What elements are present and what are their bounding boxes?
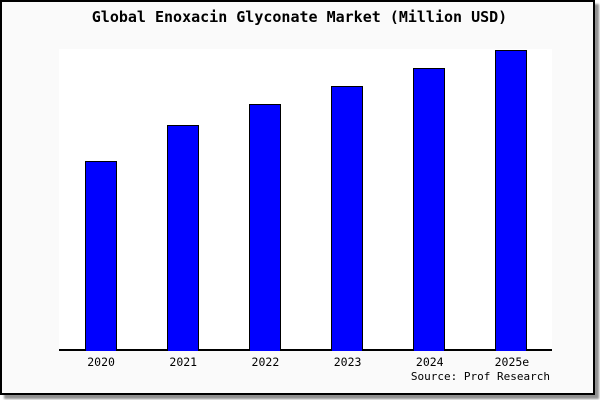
x-tick-label-2021: 2021 <box>169 355 198 369</box>
plot-area <box>59 49 552 351</box>
x-tick-label-2020: 2020 <box>87 355 115 369</box>
x-axis-line <box>59 349 552 351</box>
x-tick-label-2025e: 2025e <box>494 355 530 369</box>
x-tick-label-2023: 2023 <box>333 355 362 369</box>
source-note: Source: Prof Research <box>410 370 550 383</box>
bar-2025e <box>495 50 528 351</box>
bar-2021 <box>166 125 199 351</box>
bar-2020 <box>84 161 117 351</box>
chart-title: Global Enoxacin Glyconate Market (Millio… <box>91 8 508 26</box>
chart-panel: Global Enoxacin Glyconate Market (Millio… <box>0 0 595 395</box>
x-tick-label-2022: 2022 <box>251 355 280 369</box>
bar-2022 <box>248 104 281 351</box>
x-tick-label-2024: 2024 <box>415 355 444 369</box>
bar-2023 <box>331 86 364 351</box>
bar-2024 <box>413 68 446 351</box>
